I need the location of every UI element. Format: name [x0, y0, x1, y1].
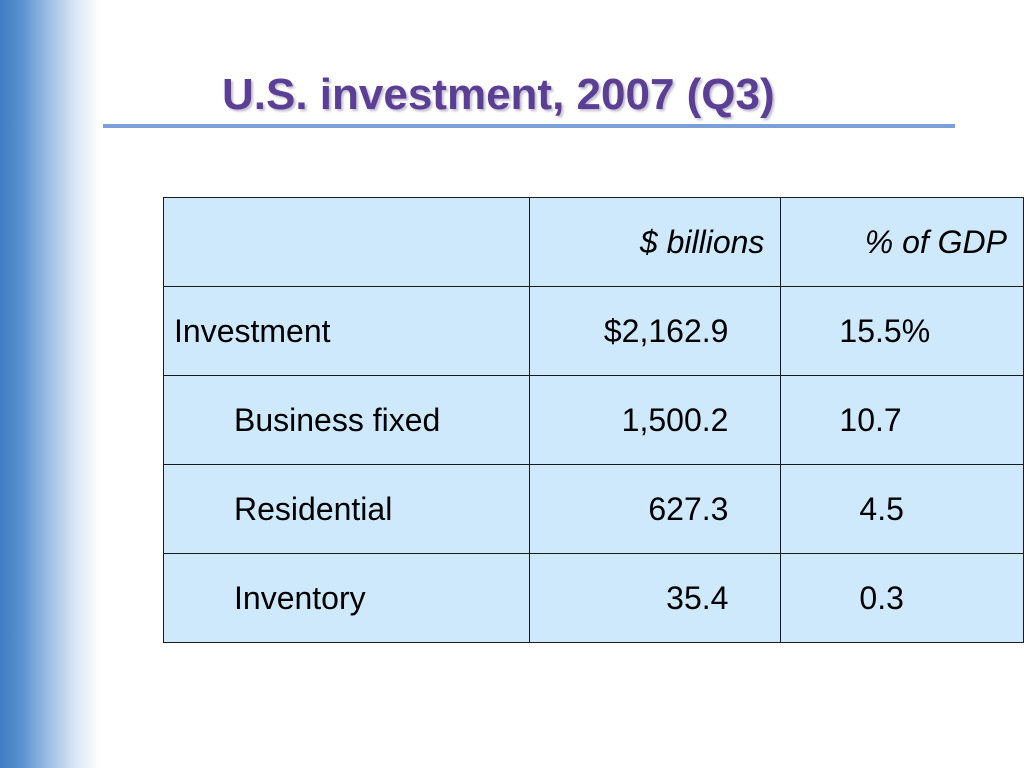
- table-row: Inventory 35.4 0.3: [163, 553, 1024, 643]
- row-label: Investment: [163, 286, 530, 376]
- pct-gdp-value: 0.3: [859, 579, 904, 616]
- pct-gdp-value: 10.7: [839, 401, 902, 438]
- row-label: Inventory: [163, 553, 530, 643]
- header-cell-pct-gdp: % of GDP: [780, 197, 1024, 287]
- pct-gdp-cell: 0.3: [780, 553, 1024, 643]
- table-row: Residential 627.3 4.5: [163, 464, 1024, 554]
- table-header-row: $ billions % of GDP: [163, 197, 1024, 287]
- pct-gdp-value: 15.5%: [839, 312, 931, 349]
- investment-table: $ billions % of GDP Investment $2,162.9 …: [163, 197, 1024, 643]
- pct-gdp-cell: 15.5%: [780, 286, 1024, 376]
- row-label: Residential: [163, 464, 530, 554]
- billions-cell: 1,500.2: [528, 375, 782, 465]
- billions-cell: $2,162.9: [528, 286, 782, 376]
- table-row: Investment $2,162.9 15.5%: [163, 286, 1024, 376]
- pct-gdp-value: 4.5: [859, 490, 904, 527]
- row-label: Business fixed: [163, 375, 530, 465]
- slide-title: U.S. investment, 2007 (Q3): [222, 70, 775, 119]
- header-cell-blank: [163, 197, 530, 287]
- table-row: Business fixed 1,500.2 10.7: [163, 375, 1024, 465]
- side-gradient-bar: [0, 0, 100, 768]
- pct-gdp-cell: 10.7: [780, 375, 1024, 465]
- header-cell-billions: $ billions: [528, 197, 782, 287]
- title-underline: [103, 124, 955, 128]
- pct-gdp-cell: 4.5: [780, 464, 1024, 554]
- billions-cell: 627.3: [528, 464, 782, 554]
- billions-cell: 35.4: [528, 553, 782, 643]
